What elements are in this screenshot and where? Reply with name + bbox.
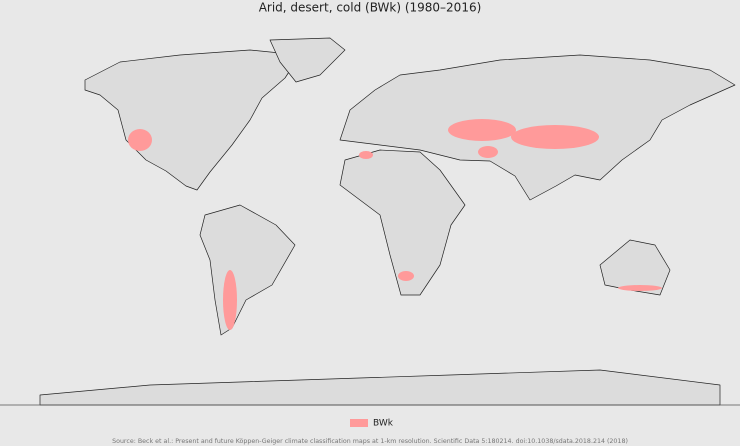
- bwk-region: [398, 271, 414, 281]
- bwk-region: [478, 146, 498, 158]
- legend: BWk: [350, 419, 394, 429]
- bwk-region: [223, 270, 237, 330]
- australia: [599, 239, 671, 296]
- legend-swatch: [350, 419, 368, 427]
- map-title: Arid, desert, cold (BWk) (1980–2016): [259, 1, 482, 15]
- bwk-region: [511, 125, 599, 149]
- bwk-region: [128, 129, 152, 151]
- source-note: Source: Beck et al.: Present and future …: [112, 438, 628, 445]
- bwk-region: [618, 285, 662, 291]
- bwk-region: [359, 151, 373, 159]
- legend-label: BWk: [373, 419, 394, 429]
- bwk-regions: [128, 119, 662, 330]
- bwk-region: [448, 119, 516, 141]
- greenland: [269, 37, 346, 83]
- africa: [339, 149, 466, 296]
- north-america: [84, 49, 301, 191]
